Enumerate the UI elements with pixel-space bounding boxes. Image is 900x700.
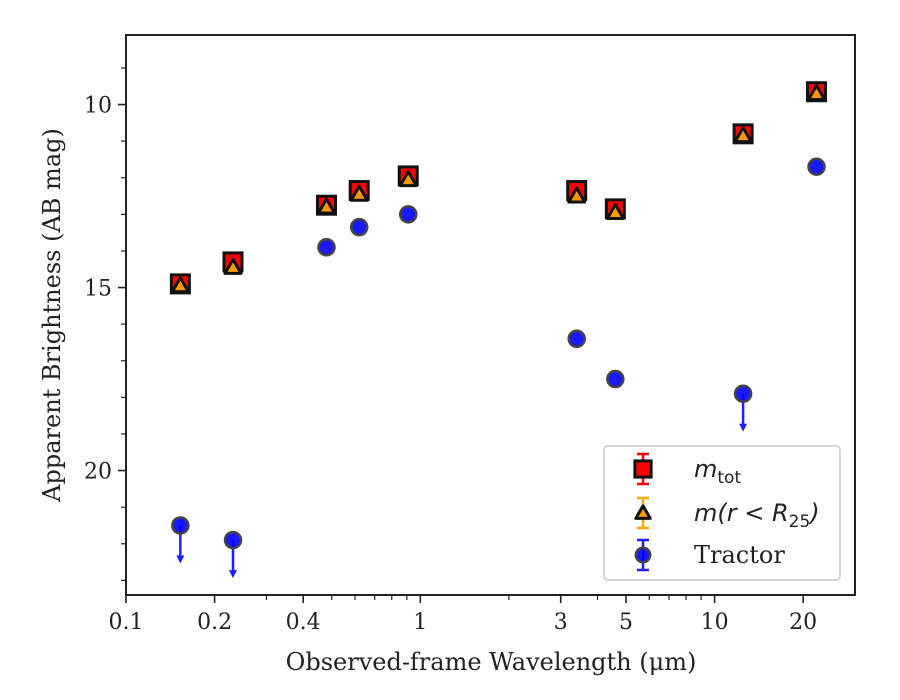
triangle-marker [733, 126, 753, 144]
y-axis-title: Apparent Brightness (AB mag) [38, 128, 66, 503]
x-tick-label: 10 [701, 610, 729, 635]
x-tick-label: 1 [413, 610, 427, 635]
circle-marker [317, 238, 336, 257]
axis-layer: 0.1 0.2 0.4 1 3 5 10 20 10 15 20 [84, 34, 856, 635]
circle-marker [223, 530, 243, 550]
x-tick-label: 0.4 [286, 610, 321, 635]
square-marker [633, 459, 653, 479]
legend: mtot m(r < R25) Tractor [603, 445, 841, 581]
legend-label-0: mtot [694, 455, 741, 488]
x-tick-label: 5 [619, 610, 633, 635]
y-tick-label: 20 [84, 460, 112, 485]
circle-marker [606, 369, 625, 389]
circle-marker [733, 384, 753, 403]
triangle-marker [316, 197, 336, 215]
plot-layer [169, 81, 828, 579]
triangle-marker [634, 504, 652, 520]
triangle-marker [398, 170, 418, 188]
triangle-marker [349, 184, 369, 202]
x-tick-label: 0.2 [197, 610, 232, 635]
triangle-marker [170, 276, 190, 294]
triangle-marker [605, 203, 625, 221]
circle-marker [171, 516, 190, 535]
y-tick-label: 15 [84, 277, 112, 302]
triangle-marker [567, 186, 587, 204]
circle-marker [398, 205, 418, 224]
x-tick-label: 3 [554, 610, 568, 635]
legend-label-1: m(r < R25) [694, 499, 820, 532]
x-axis-title: Observed-frame Wavelength (μm) [286, 648, 697, 676]
plot-frame [125, 34, 856, 596]
triangle-marker [807, 84, 827, 102]
circle-marker [567, 329, 586, 349]
y-tick-label: 10 [84, 94, 112, 119]
legend-box [603, 445, 841, 581]
circle-marker [807, 157, 826, 177]
legend-label-2: Tractor [694, 541, 785, 569]
circle-marker [634, 546, 652, 564]
x-tick-label: 0.1 [109, 610, 144, 635]
circle-marker [349, 217, 369, 237]
x-tick-label: 20 [789, 610, 817, 635]
triangle-marker [223, 257, 243, 275]
